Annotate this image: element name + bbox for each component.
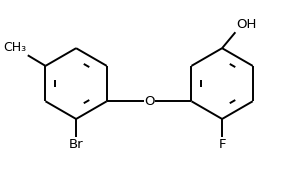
Text: CH₃: CH₃	[3, 41, 26, 54]
Text: O: O	[144, 95, 154, 108]
Text: F: F	[218, 139, 226, 151]
Text: OH: OH	[236, 18, 257, 31]
Text: Br: Br	[69, 139, 83, 151]
